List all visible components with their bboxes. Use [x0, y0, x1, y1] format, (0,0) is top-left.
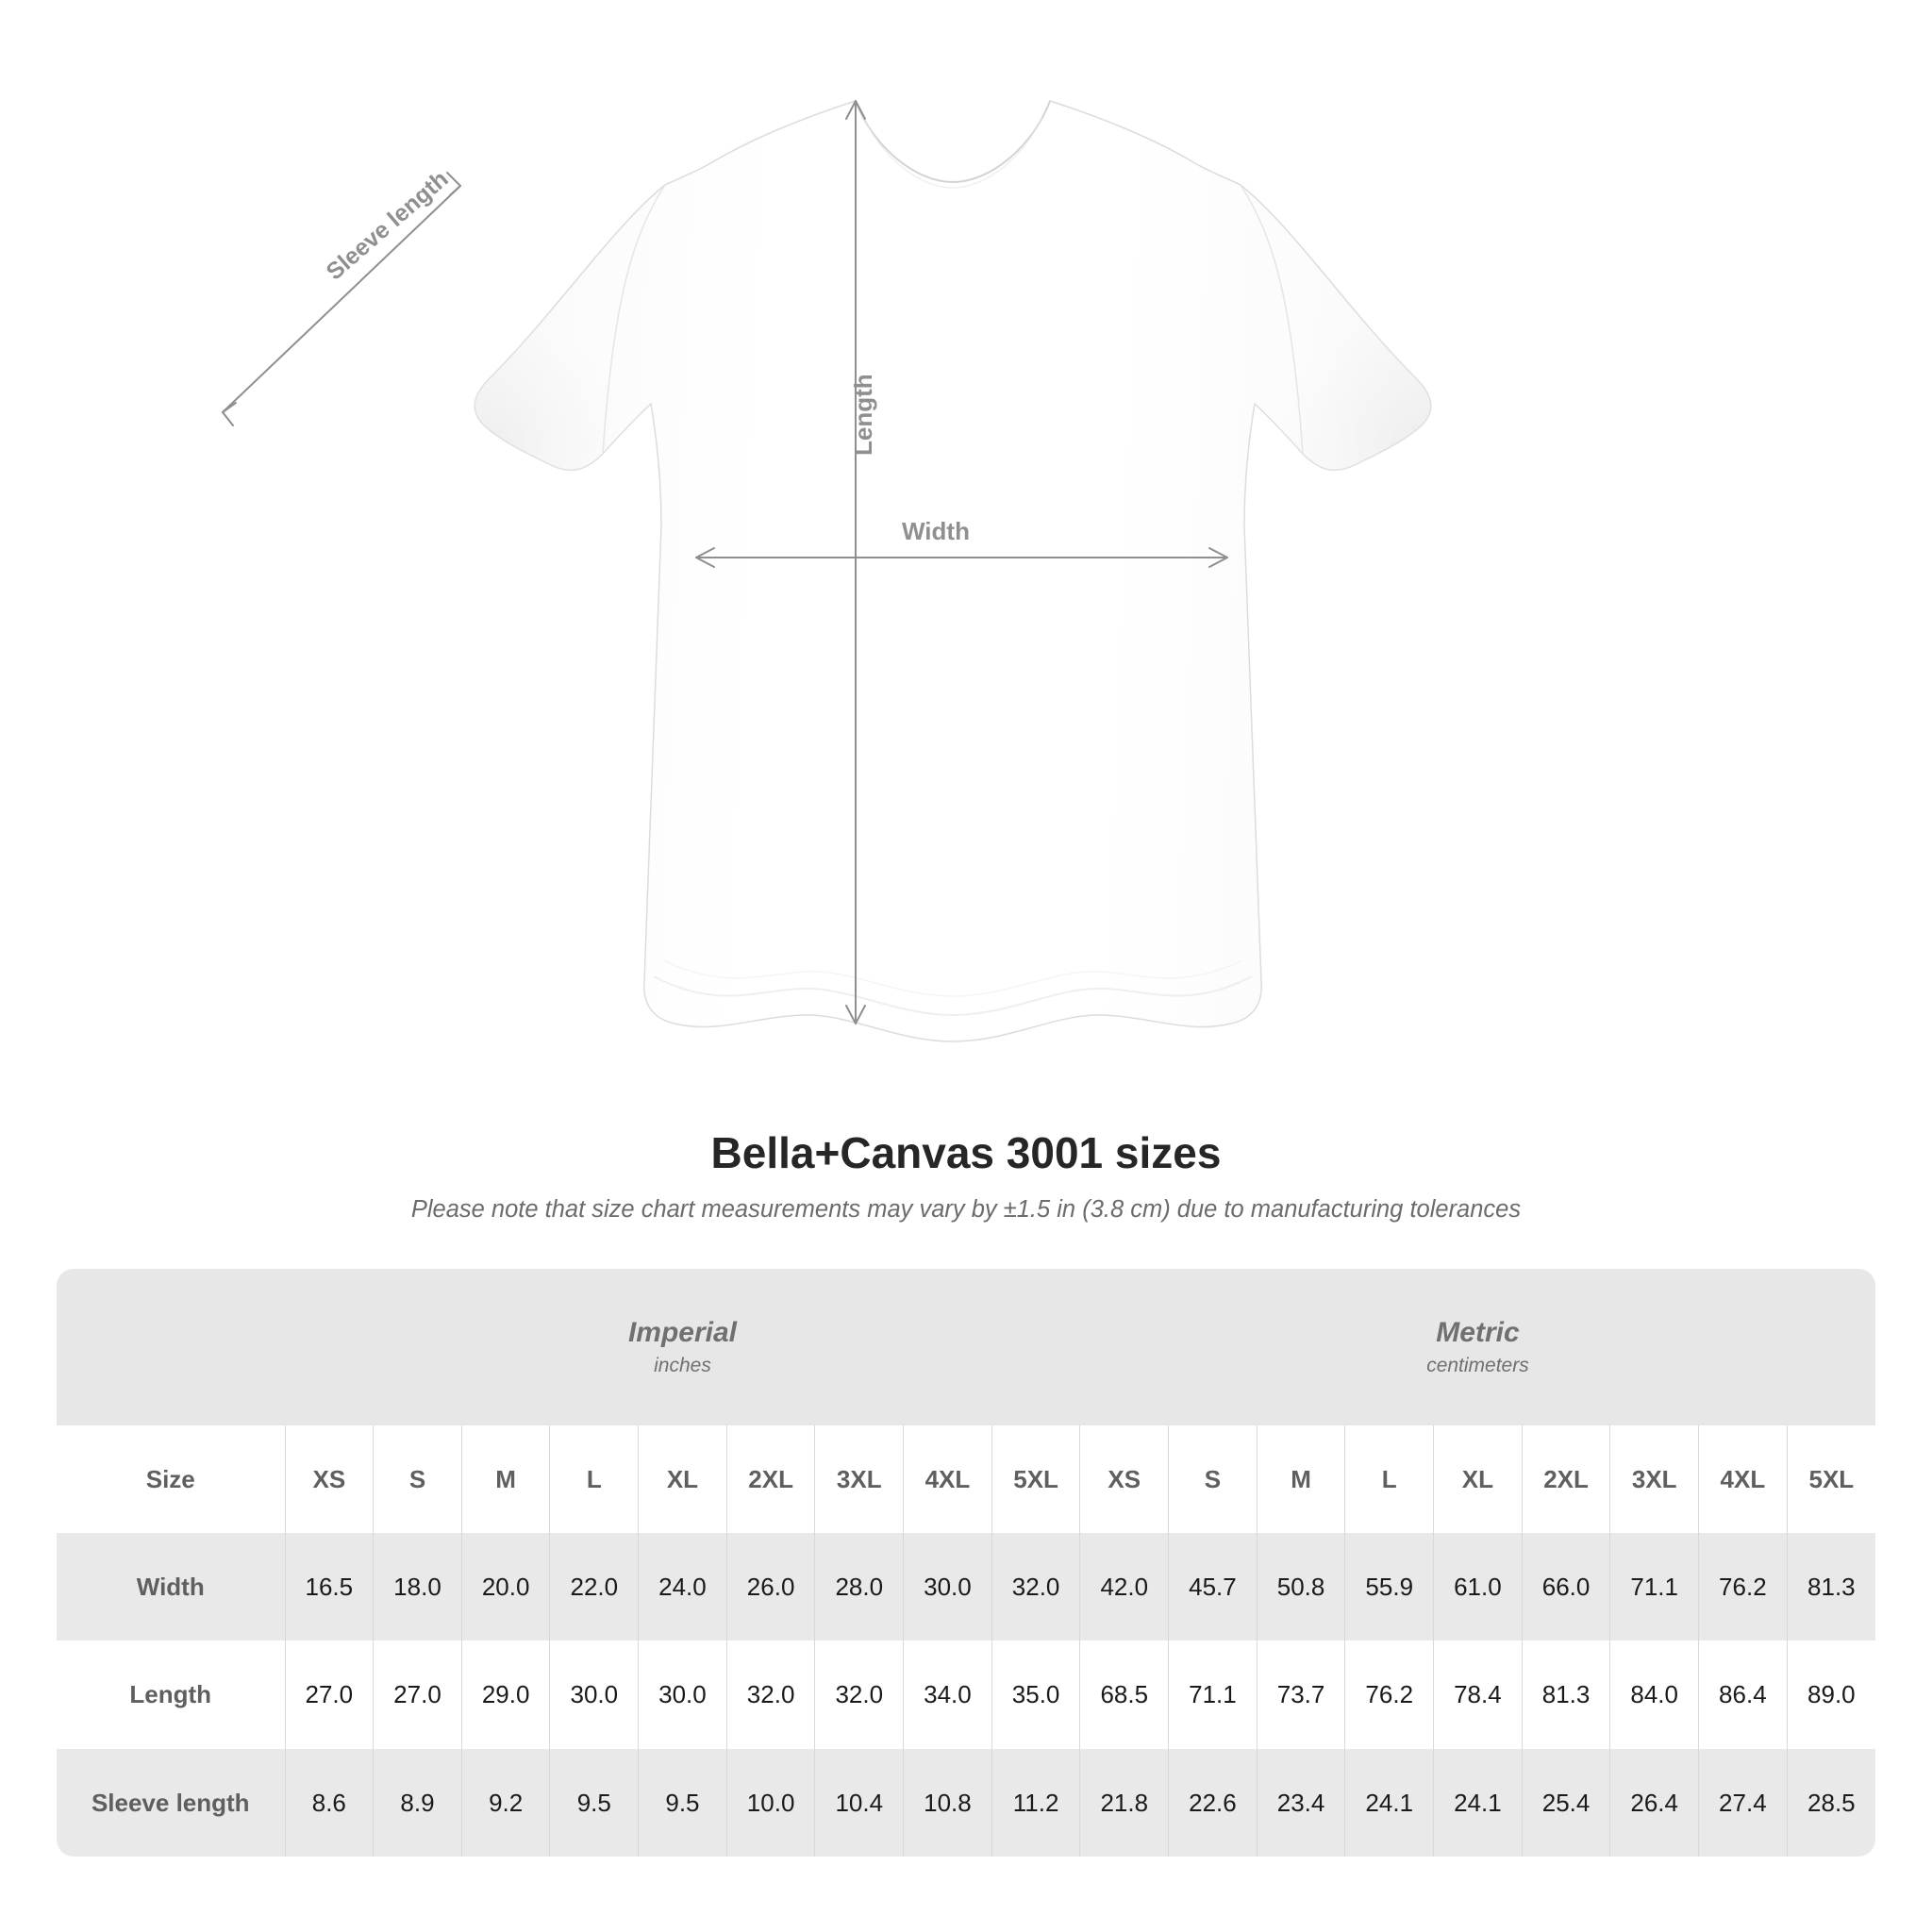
svg-text:Length: Length: [849, 374, 877, 456]
svg-text:Width: Width: [902, 517, 970, 545]
svg-text:Sleeve length: Sleeve length: [322, 166, 454, 286]
